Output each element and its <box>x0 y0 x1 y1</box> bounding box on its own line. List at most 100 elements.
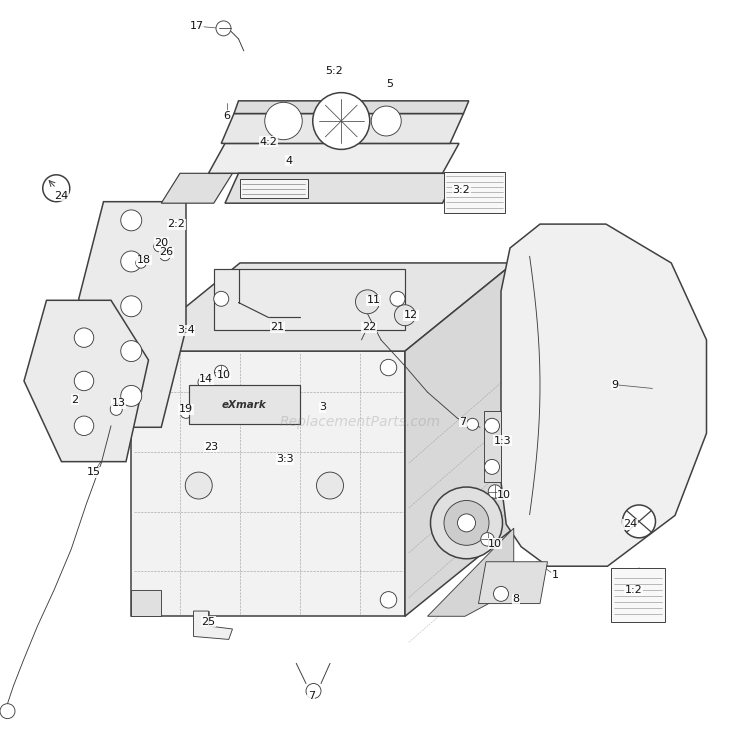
Text: 1:3: 1:3 <box>494 436 512 446</box>
Text: 8: 8 <box>512 594 520 604</box>
Polygon shape <box>79 202 186 427</box>
Circle shape <box>488 485 502 498</box>
Text: eXmark: eXmark <box>222 400 267 410</box>
Polygon shape <box>131 590 161 616</box>
Polygon shape <box>484 411 501 482</box>
Polygon shape <box>501 224 706 566</box>
Text: 10: 10 <box>217 370 230 380</box>
Circle shape <box>140 592 156 608</box>
Circle shape <box>136 258 146 268</box>
Text: 5: 5 <box>386 78 394 89</box>
Text: 3:2: 3:2 <box>452 185 470 196</box>
Text: 14: 14 <box>200 374 213 385</box>
Text: 7: 7 <box>459 417 466 427</box>
Text: 26: 26 <box>160 247 173 258</box>
FancyBboxPatch shape <box>240 179 308 198</box>
Circle shape <box>356 290 380 314</box>
Polygon shape <box>24 300 148 462</box>
Circle shape <box>394 305 416 326</box>
Circle shape <box>43 175 70 202</box>
Text: 13: 13 <box>112 398 125 409</box>
Text: 2: 2 <box>71 394 79 405</box>
Text: 4: 4 <box>285 155 292 166</box>
Text: 4:2: 4:2 <box>260 137 278 147</box>
Polygon shape <box>214 269 405 330</box>
Circle shape <box>74 328 94 347</box>
Circle shape <box>484 418 500 433</box>
Text: 23: 23 <box>205 441 218 452</box>
Circle shape <box>121 210 142 231</box>
Circle shape <box>313 93 370 149</box>
Circle shape <box>306 684 321 698</box>
Polygon shape <box>194 611 232 639</box>
Circle shape <box>316 472 344 499</box>
Circle shape <box>121 251 142 272</box>
Circle shape <box>622 505 656 538</box>
Circle shape <box>121 341 142 362</box>
Circle shape <box>121 296 142 317</box>
Circle shape <box>0 704 15 719</box>
Text: 3:4: 3:4 <box>177 325 195 335</box>
Circle shape <box>214 365 228 379</box>
Text: 5:2: 5:2 <box>325 66 343 76</box>
Circle shape <box>390 291 405 306</box>
Circle shape <box>430 487 502 559</box>
Text: ReplacementParts.com: ReplacementParts.com <box>280 415 440 429</box>
Text: 24: 24 <box>622 519 637 530</box>
Text: 7: 7 <box>308 691 315 701</box>
Text: 25: 25 <box>202 616 215 627</box>
Circle shape <box>140 359 156 376</box>
Circle shape <box>315 102 352 140</box>
Text: 3: 3 <box>319 402 326 412</box>
Text: 10: 10 <box>488 539 502 549</box>
Circle shape <box>481 533 494 546</box>
Circle shape <box>484 459 500 474</box>
Text: 1:2: 1:2 <box>625 585 643 595</box>
Circle shape <box>466 418 478 430</box>
Text: 21: 21 <box>271 322 284 332</box>
Text: 18: 18 <box>137 255 151 265</box>
Text: 17: 17 <box>190 21 203 31</box>
Circle shape <box>458 514 476 532</box>
Circle shape <box>185 472 212 499</box>
Circle shape <box>110 403 122 415</box>
Text: 2:2: 2:2 <box>167 219 185 229</box>
Circle shape <box>380 359 397 376</box>
Circle shape <box>74 416 94 436</box>
Circle shape <box>265 102 302 140</box>
Polygon shape <box>225 173 458 203</box>
Polygon shape <box>161 173 232 203</box>
Polygon shape <box>131 263 514 351</box>
Polygon shape <box>427 528 514 616</box>
Circle shape <box>371 106 401 136</box>
Text: 10: 10 <box>497 489 511 500</box>
Circle shape <box>380 592 397 608</box>
Circle shape <box>160 250 170 261</box>
Text: 15: 15 <box>87 467 100 477</box>
Text: 11: 11 <box>367 295 380 306</box>
Text: 12: 12 <box>404 310 418 320</box>
Polygon shape <box>131 351 405 616</box>
Text: 3:3: 3:3 <box>276 454 294 465</box>
Circle shape <box>198 376 210 388</box>
Text: 9: 9 <box>611 379 619 390</box>
Text: 1: 1 <box>551 570 559 580</box>
Circle shape <box>214 291 229 306</box>
Circle shape <box>180 406 192 418</box>
Polygon shape <box>405 263 514 616</box>
Circle shape <box>216 21 231 36</box>
Polygon shape <box>221 114 464 143</box>
Text: 24: 24 <box>54 190 69 201</box>
Circle shape <box>444 500 489 545</box>
Polygon shape <box>209 143 459 173</box>
Polygon shape <box>234 101 469 114</box>
Circle shape <box>121 385 142 406</box>
Text: 19: 19 <box>179 404 193 415</box>
Text: 6: 6 <box>223 111 230 121</box>
Circle shape <box>74 371 94 391</box>
FancyBboxPatch shape <box>189 385 300 424</box>
Text: 20: 20 <box>154 238 168 248</box>
FancyBboxPatch shape <box>611 568 665 622</box>
Text: 22: 22 <box>362 322 376 332</box>
Circle shape <box>154 241 164 252</box>
